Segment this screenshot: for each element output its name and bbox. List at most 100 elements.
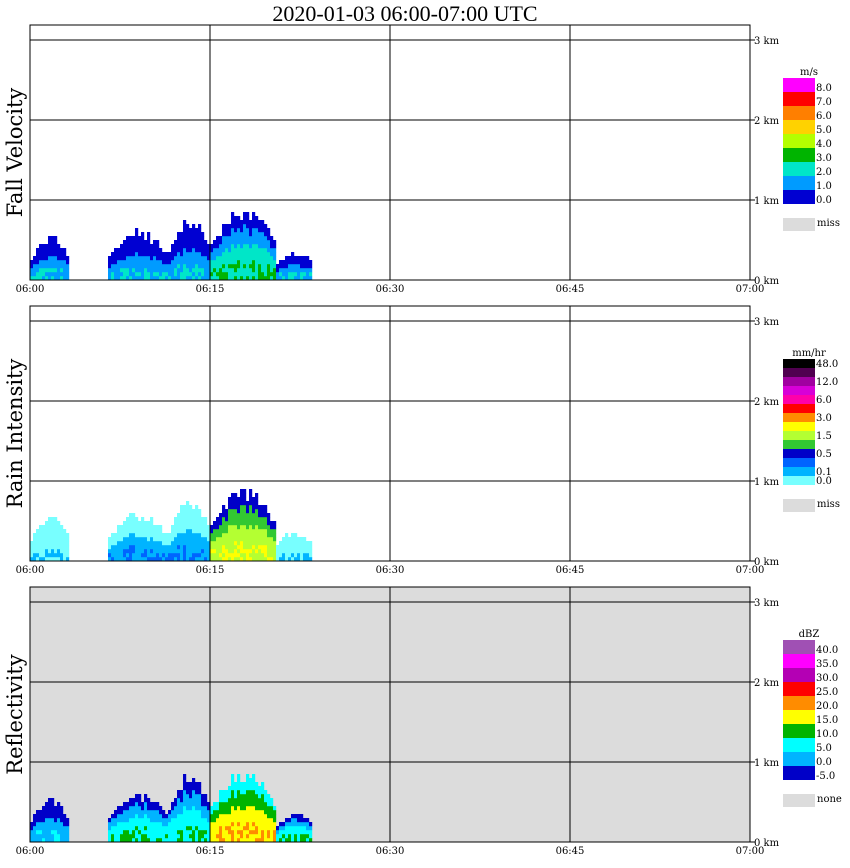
echo-pixel <box>273 537 277 542</box>
echo-pixel <box>174 830 178 835</box>
echo-pixel <box>207 272 211 277</box>
echo-pixel <box>216 814 220 819</box>
echo-pixel <box>267 549 271 554</box>
echo-pixel <box>174 834 178 839</box>
echo-pixel <box>237 240 241 245</box>
echo-pixel <box>129 521 133 526</box>
echo-pixel <box>54 268 58 273</box>
echo-pixel <box>39 810 43 815</box>
echo-pixel <box>240 545 244 550</box>
echo-pixel <box>141 521 145 526</box>
echo-pixel <box>240 272 244 277</box>
echo-pixel <box>42 537 46 542</box>
echo-pixel <box>132 834 136 839</box>
echo-pixel <box>183 810 187 815</box>
echo-pixel <box>231 276 235 281</box>
echo-pixel <box>33 834 37 839</box>
echo-pixel <box>42 276 46 281</box>
echo-pixel <box>63 260 67 265</box>
echo-pixel <box>198 240 202 245</box>
echo-pixel <box>120 806 124 811</box>
echo-pixel <box>57 838 61 843</box>
echo-pixel <box>273 541 277 546</box>
echo-pixel <box>60 806 64 811</box>
echo-pixel <box>63 553 67 558</box>
echo-pixel <box>120 826 124 831</box>
legend-swatch <box>783 395 815 404</box>
echo-pixel <box>222 806 226 811</box>
echo-pixel <box>261 268 265 273</box>
echo-pixel <box>234 228 238 233</box>
echo-pixel <box>156 276 160 281</box>
echo-pixel <box>204 537 208 542</box>
echo-pixel <box>198 826 202 831</box>
echo-pixel <box>45 521 49 526</box>
chart-title: 2020-01-03 06:00-07:00 UTC <box>272 1 538 26</box>
echo-pixel <box>183 236 187 241</box>
echo-pixel <box>264 236 268 241</box>
echo-pixel <box>231 794 235 799</box>
echo-pixel <box>120 818 124 823</box>
echo-pixel <box>177 525 181 530</box>
legend-missing-swatch <box>783 218 815 231</box>
echo-pixel <box>237 774 241 779</box>
echo-pixel <box>261 802 265 807</box>
echo-pixel <box>255 537 259 542</box>
echo-pixel <box>195 810 199 815</box>
echo-pixel <box>249 497 253 502</box>
echo-pixel <box>222 276 226 281</box>
echo-pixel <box>261 224 265 229</box>
echo-pixel <box>300 272 304 277</box>
echo-pixel <box>252 268 256 273</box>
echo-pixel <box>237 505 241 510</box>
echo-pixel <box>273 810 277 815</box>
echo-pixel <box>39 557 43 562</box>
echo-pixel <box>249 264 253 269</box>
echo-pixel <box>60 256 64 261</box>
echo-pixel <box>213 252 217 257</box>
echo-pixel <box>249 537 253 542</box>
echo-pixel <box>195 248 199 253</box>
echo-pixel <box>255 248 259 253</box>
echo-pixel <box>195 802 199 807</box>
echo-pixel <box>54 244 58 249</box>
echo-pixel <box>195 830 199 835</box>
echo-pixel <box>159 260 163 265</box>
echo-pixel <box>48 826 52 831</box>
echo-pixel <box>300 264 304 269</box>
echo-pixel <box>225 794 229 799</box>
echo-pixel <box>285 537 289 542</box>
echo-pixel <box>252 537 256 542</box>
echo-pixel <box>159 810 163 815</box>
echo-pixel <box>33 822 37 827</box>
echo-pixel <box>285 834 289 839</box>
echo-pixel <box>159 272 163 277</box>
echo-pixel <box>249 240 253 245</box>
echo-pixel <box>291 533 295 538</box>
echo-pixel <box>198 834 202 839</box>
echo-pixel <box>54 264 58 269</box>
echo-pixel <box>255 545 259 550</box>
echo-pixel <box>216 256 220 261</box>
echo-pixel <box>174 272 178 277</box>
echo-pixel <box>297 260 301 265</box>
echo-pixel <box>216 252 220 257</box>
echo-pixel <box>273 814 277 819</box>
echo-pixel <box>225 541 229 546</box>
echo-pixel <box>138 557 142 562</box>
echo-pixel <box>306 276 310 281</box>
echo-pixel <box>201 268 205 273</box>
echo-pixel <box>216 549 220 554</box>
echo-pixel <box>36 541 40 546</box>
echo-pixel <box>249 236 253 241</box>
echo-pixel <box>117 826 121 831</box>
echo-pixel <box>261 276 265 281</box>
echo-pixel <box>252 240 256 245</box>
echo-pixel <box>243 830 247 835</box>
echo-pixel <box>39 260 43 265</box>
echo-pixel <box>147 252 151 257</box>
echo-pixel <box>162 545 166 550</box>
echo-pixel <box>45 557 49 562</box>
echo-pixel <box>150 818 154 823</box>
